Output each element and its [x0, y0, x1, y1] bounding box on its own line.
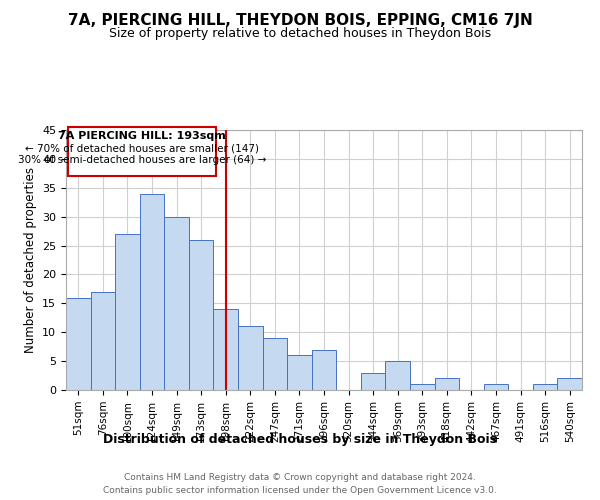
- Bar: [385, 361, 410, 390]
- Text: 30% of semi-detached houses are larger (64) →: 30% of semi-detached houses are larger (…: [18, 156, 266, 166]
- Text: Contains public sector information licensed under the Open Government Licence v3: Contains public sector information licen…: [103, 486, 497, 495]
- Bar: [115, 234, 140, 390]
- Y-axis label: Number of detached properties: Number of detached properties: [23, 167, 37, 353]
- Text: 7A, PIERCING HILL, THEYDON BOIS, EPPING, CM16 7JN: 7A, PIERCING HILL, THEYDON BOIS, EPPING,…: [68, 12, 532, 28]
- Bar: [361, 372, 385, 390]
- Text: Contains HM Land Registry data © Crown copyright and database right 2024.: Contains HM Land Registry data © Crown c…: [124, 472, 476, 482]
- Bar: [434, 378, 459, 390]
- Bar: [164, 216, 189, 390]
- Bar: [66, 298, 91, 390]
- Bar: [263, 338, 287, 390]
- Text: Distribution of detached houses by size in Theydon Bois: Distribution of detached houses by size …: [103, 432, 497, 446]
- Bar: [91, 292, 115, 390]
- Text: 7A PIERCING HILL: 193sqm: 7A PIERCING HILL: 193sqm: [58, 131, 226, 141]
- Bar: [484, 384, 508, 390]
- Text: Size of property relative to detached houses in Theydon Bois: Size of property relative to detached ho…: [109, 28, 491, 40]
- Bar: [410, 384, 434, 390]
- Bar: [140, 194, 164, 390]
- FancyBboxPatch shape: [68, 127, 216, 176]
- Bar: [557, 378, 582, 390]
- Bar: [312, 350, 336, 390]
- Bar: [287, 356, 312, 390]
- Text: ← 70% of detached houses are smaller (147): ← 70% of detached houses are smaller (14…: [25, 144, 259, 154]
- Bar: [238, 326, 263, 390]
- Bar: [533, 384, 557, 390]
- Bar: [189, 240, 214, 390]
- Bar: [214, 309, 238, 390]
